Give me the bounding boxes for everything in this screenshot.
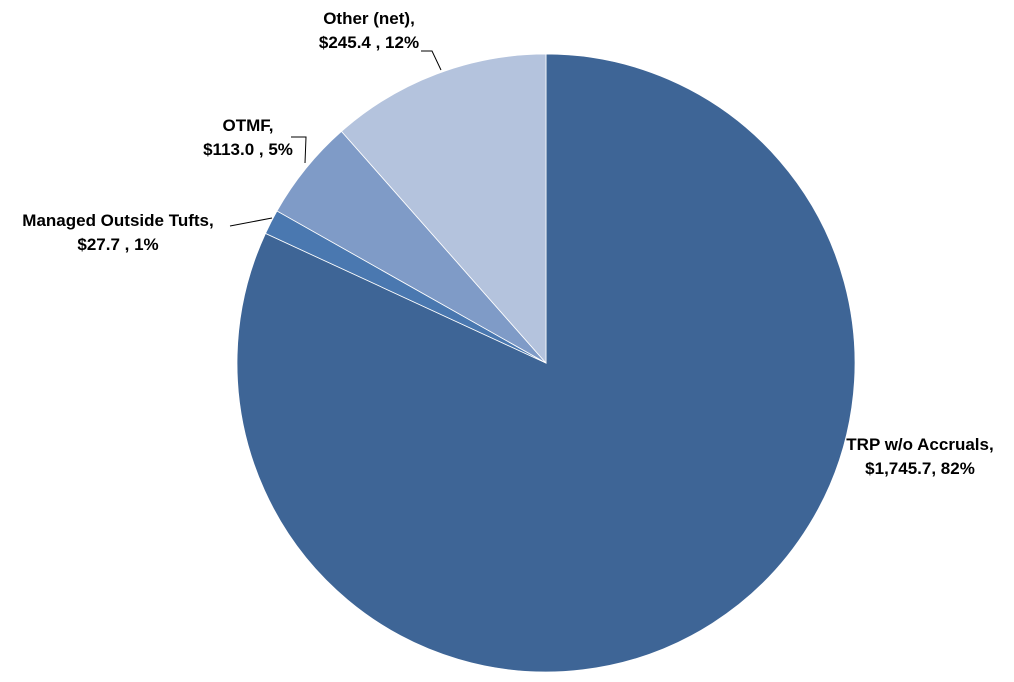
data-label-trp-w-o-accruals: TRP w/o Accruals, $1,745.7, 82% (846, 435, 993, 478)
data-labels: TRP w/o Accruals, $1,745.7, 82% Managed Ou… (22, 9, 993, 478)
data-label-line: Managed Outside Tufts, (22, 211, 213, 230)
pie-slice-trp-w-o-accruals (236, 53, 856, 673)
leader-line-otmf (291, 136, 307, 164)
data-label-otmf: OTMF, $113.0 , 5% (203, 116, 293, 159)
data-label-line: OTMF, (223, 116, 274, 135)
data-label-other-net: Other (net), $245.4 , 12% (319, 9, 419, 52)
data-label-line: $245.4 , 12% (319, 33, 419, 52)
data-label-line: $27.7 , 1% (77, 235, 158, 254)
leader-line-managed-outside-tufts (229, 217, 273, 227)
leader-lines (229, 50, 442, 227)
data-label-line: TRP w/o Accruals, (846, 435, 993, 454)
data-label-managed-outside-tufts: Managed Outside Tufts, $27.7 , 1% (22, 211, 213, 254)
data-label-line: Other (net), (323, 9, 415, 28)
data-label-line: $113.0 , 5% (203, 140, 293, 159)
leader-line-other-net (421, 50, 442, 71)
pie-slices (236, 53, 856, 673)
data-label-line: $1,745.7, 82% (865, 459, 975, 478)
pie-slice-other-net (340, 53, 547, 365)
